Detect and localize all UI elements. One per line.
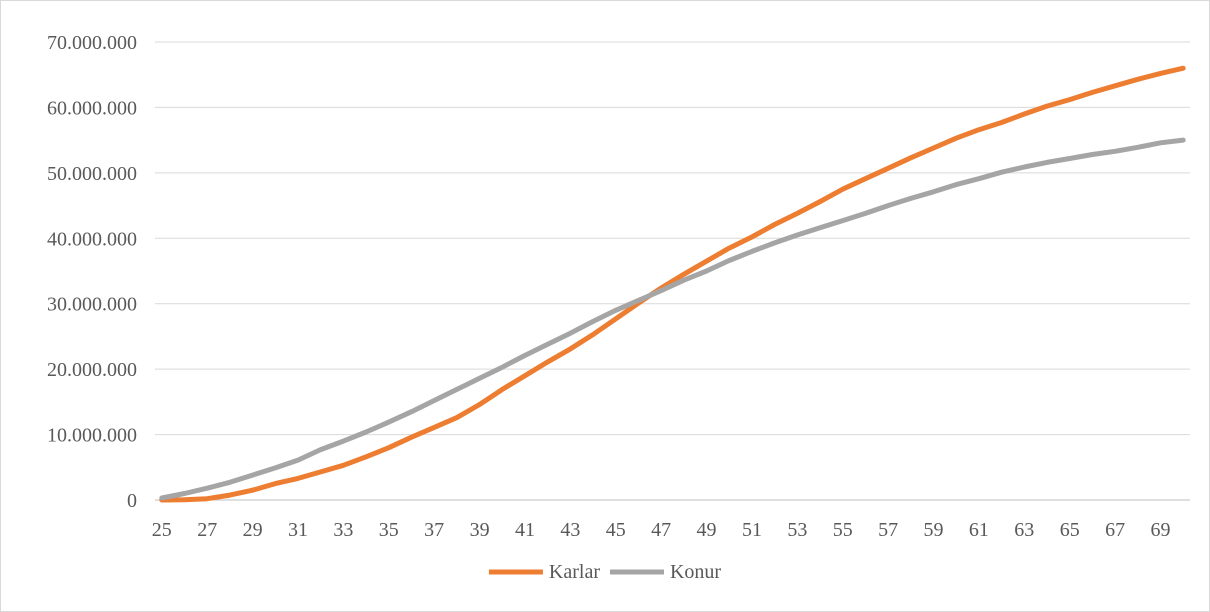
x-tick-label: 37	[424, 519, 444, 541]
x-tick-label: 25	[152, 519, 172, 541]
x-tick-label: 55	[833, 519, 853, 541]
series-line-konur	[159, 137, 1186, 501]
y-tick-label: 20.000.000	[47, 359, 137, 381]
x-tick-label: 53	[787, 519, 807, 541]
y-tick-label: 50.000.000	[47, 163, 137, 185]
x-tick-label: 65	[1060, 519, 1080, 541]
x-tick-label: 45	[606, 519, 626, 541]
x-tick-label: 47	[651, 519, 671, 541]
legend-item-konur: Konur	[609, 561, 721, 583]
y-tick-label: 30.000.000	[47, 294, 137, 316]
y-tick-label: 40.000.000	[47, 228, 137, 250]
y-axis-tick-labels: 0 10.000.000 20.000.000 30.000.000 40.000.00…	[47, 32, 137, 512]
x-tick-label: 51	[742, 519, 762, 541]
y-tick-label: 60.000.000	[47, 97, 137, 119]
x-tick-label: 57	[878, 519, 898, 541]
x-tick-label: 63	[1014, 519, 1034, 541]
series-lines	[159, 65, 1186, 503]
x-tick-label: 35	[379, 519, 399, 541]
legend-label: Karlar	[549, 561, 600, 583]
x-tick-label: 67	[1105, 519, 1125, 541]
y-tick-label: 10.000.000	[47, 425, 137, 447]
legend-item-karlar: Karlar	[488, 561, 600, 583]
x-tick-label: 59	[924, 519, 944, 541]
x-tick-label: 31	[288, 519, 308, 541]
x-tick-label: 69	[1150, 519, 1170, 541]
x-tick-label: 61	[969, 519, 989, 541]
x-tick-label: 43	[560, 519, 580, 541]
legend-label: Konur	[670, 561, 721, 583]
gridlines	[155, 41, 1190, 501]
x-tick-label: 27	[197, 519, 217, 541]
x-tick-label: 49	[697, 519, 717, 541]
x-tick-label: 33	[333, 519, 353, 541]
y-tick-label: 0	[127, 490, 137, 512]
x-tick-label: 39	[470, 519, 490, 541]
legend: Karlar Konur	[488, 561, 721, 583]
x-axis-tick-labels: 25 27 29 31 33 35 37 39 41 43 45 47 49 51 53 55 57 59 61 63…	[152, 519, 1171, 541]
series-line-karlar	[159, 65, 1186, 503]
x-tick-label: 41	[515, 519, 535, 541]
x-tick-label: 29	[243, 519, 263, 541]
y-tick-label: 70.000.000	[47, 32, 137, 54]
